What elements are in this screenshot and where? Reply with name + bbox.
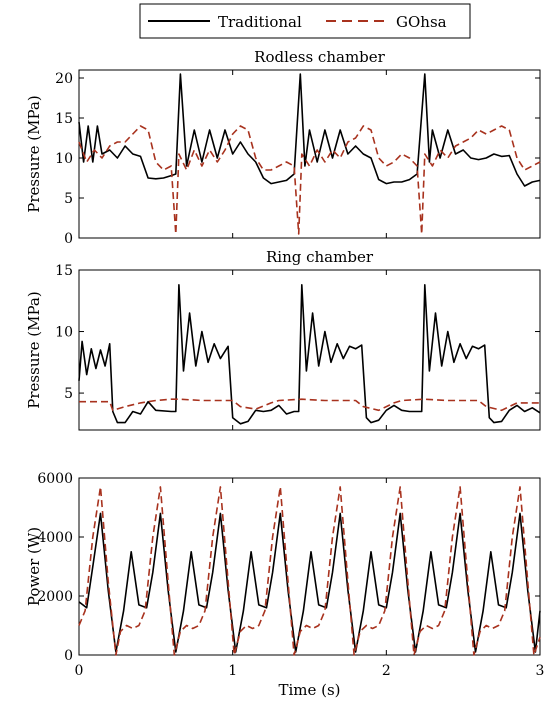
y-tick-label: 5 (64, 191, 73, 207)
legend: Traditional GOhsa (139, 3, 471, 39)
y-tick-label: 5 (64, 386, 73, 402)
y-axis-label: Pressure (MPa) (25, 291, 43, 408)
x-tick-label: 2 (382, 663, 391, 679)
series-line-gohsa (78, 486, 541, 656)
y-tick-label: 15 (55, 111, 73, 127)
y-tick-label: 0 (64, 648, 73, 664)
series-line-gohsa (78, 125, 541, 235)
panel-title: Ring chamber (266, 248, 374, 266)
y-tick-label: 10 (55, 151, 73, 167)
y-axis-label: Power (W) (25, 527, 43, 606)
panel-title: Rodless chamber (254, 48, 385, 66)
x-tick-label: 3 (536, 663, 545, 679)
y-tick-label: 10 (55, 325, 73, 341)
y-tick-label: 20 (55, 71, 73, 87)
y-tick-label: 0 (64, 231, 73, 247)
y-tick-label: 6000 (37, 471, 73, 487)
legend-traditional-label: Traditional (218, 13, 302, 31)
plot-frame (78, 477, 541, 656)
x-tick-label: 0 (75, 663, 84, 679)
plot-frame (78, 69, 541, 239)
legend-gohsa-label: GOhsa (396, 13, 447, 31)
x-tick-label: 1 (228, 663, 237, 679)
x-axis-label: Time (s) (278, 681, 340, 699)
panel-3: 0 2000 4000 6000 0 1 2 3 Power (W) Time (s) (25, 471, 544, 699)
y-tick-label: 4000 (37, 530, 73, 546)
series-line-traditional (78, 512, 541, 653)
y-axis-label: Pressure (MPa) (25, 95, 43, 212)
panel-2: 5 10 15 Ring chamber Pressure (MPa) (25, 248, 541, 431)
plot-frame (78, 269, 541, 431)
y-tick-label: 2000 (37, 589, 73, 605)
series-line-traditional (78, 73, 541, 187)
panel-1: 0 5 10 15 20 Rodless chamber Pressure (MPa) (25, 48, 541, 247)
series-line-gohsa (79, 398, 540, 412)
y-tick-label: 15 (55, 263, 73, 279)
series-line-traditional (78, 283, 541, 425)
